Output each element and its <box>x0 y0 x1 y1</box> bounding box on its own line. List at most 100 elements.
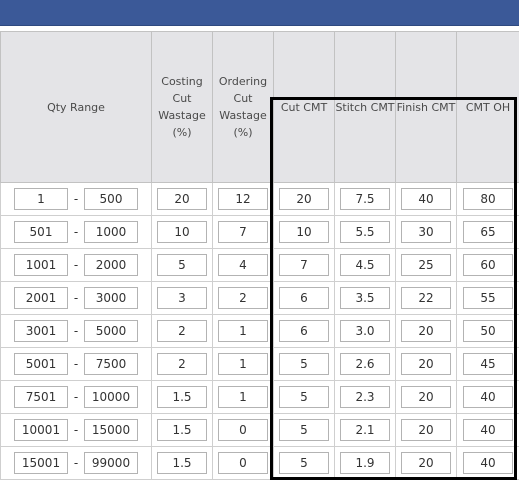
stitch-cmt-input[interactable]: 2.3 <box>340 386 390 408</box>
range-separator: - <box>73 456 79 470</box>
table-row: 7501-10000 1.5 1 5 2.3 20 40 <box>0 380 519 414</box>
range-separator: - <box>73 258 79 272</box>
cmt-oh-input[interactable]: 80 <box>463 188 513 210</box>
cut-cmt-input[interactable]: 5 <box>279 353 329 375</box>
costing-cut-wastage-input[interactable]: 1.5 <box>157 452 207 474</box>
ordering-cut-wastage-input[interactable]: 7 <box>218 221 268 243</box>
stitch-cmt-input[interactable]: 5.5 <box>340 221 390 243</box>
qty-to-input[interactable]: 3000 <box>84 287 138 309</box>
finish-cmt-input[interactable]: 20 <box>401 353 451 375</box>
qty-to-input[interactable]: 2000 <box>84 254 138 276</box>
costing-cut-wastage-input[interactable]: 5 <box>157 254 207 276</box>
ordering-cut-wastage-input[interactable]: 1 <box>218 353 268 375</box>
range-separator: - <box>73 192 79 206</box>
cmt-oh-input[interactable]: 40 <box>463 419 513 441</box>
costing-cut-wastage-input[interactable]: 2 <box>157 353 207 375</box>
finish-cmt-input[interactable]: 20 <box>401 386 451 408</box>
qty-to-input[interactable]: 1000 <box>84 221 138 243</box>
costing-cut-wastage-input[interactable]: 3 <box>157 287 207 309</box>
ordering-cell: 2 <box>212 281 274 315</box>
ordering-cell: 1 <box>212 380 274 414</box>
cmt-oh-cell: 40 <box>456 446 519 480</box>
finish-cmt-input[interactable]: 25 <box>401 254 451 276</box>
cut-cmt-cell: 5 <box>273 347 335 381</box>
cut-cmt-input[interactable]: 7 <box>279 254 329 276</box>
cut-cmt-input[interactable]: 20 <box>279 188 329 210</box>
qty-to-input[interactable]: 7500 <box>84 353 138 375</box>
cmt-oh-input[interactable]: 60 <box>463 254 513 276</box>
cut-cmt-cell: 5 <box>273 413 335 447</box>
costing-cut-wastage-input[interactable]: 1.5 <box>157 419 207 441</box>
finish-cmt-input[interactable]: 20 <box>401 419 451 441</box>
qty-from-input[interactable]: 7501 <box>14 386 68 408</box>
qty-range-cell: 7501-10000 <box>0 380 152 414</box>
costing-cell: 20 <box>151 182 213 216</box>
table-row: 10001-15000 1.5 0 5 2.1 20 40 <box>0 413 519 447</box>
range-separator: - <box>73 423 79 437</box>
costing-cut-wastage-input[interactable]: 2 <box>157 320 207 342</box>
qty-from-input[interactable]: 3001 <box>14 320 68 342</box>
cmt-oh-cell: 60 <box>456 248 519 282</box>
ordering-cut-wastage-input[interactable]: 0 <box>218 452 268 474</box>
finish-cmt-input[interactable]: 22 <box>401 287 451 309</box>
finish-cmt-cell: 30 <box>395 215 457 249</box>
stitch-cmt-input[interactable]: 7.5 <box>340 188 390 210</box>
ordering-cut-wastage-input[interactable]: 1 <box>218 320 268 342</box>
cut-cmt-input[interactable]: 6 <box>279 320 329 342</box>
qty-to-input[interactable]: 500 <box>84 188 138 210</box>
ordering-cut-wastage-input[interactable]: 0 <box>218 419 268 441</box>
ordering-cut-wastage-input[interactable]: 12 <box>218 188 268 210</box>
ordering-cut-wastage-input[interactable]: 4 <box>218 254 268 276</box>
header-ordering-line-3: Wastage <box>219 109 267 122</box>
stitch-cmt-input[interactable]: 1.9 <box>340 452 390 474</box>
finish-cmt-cell: 20 <box>395 347 457 381</box>
header-costing-line-3: Wastage <box>158 109 206 122</box>
stitch-cmt-input[interactable]: 3.0 <box>340 320 390 342</box>
finish-cmt-input[interactable]: 30 <box>401 221 451 243</box>
stitch-cmt-input[interactable]: 3.5 <box>340 287 390 309</box>
stitch-cmt-cell: 2.1 <box>334 413 396 447</box>
header-stitch-cmt: Stitch CMT <box>334 31 396 183</box>
qty-range-cell: 5001-7500 <box>0 347 152 381</box>
qty-from-input[interactable]: 10001 <box>14 419 68 441</box>
qty-to-input[interactable]: 10000 <box>84 386 138 408</box>
header-qty-range: Qty Range <box>0 31 152 183</box>
qty-to-input[interactable]: 99000 <box>84 452 138 474</box>
cmt-rate-table: Qty Range Costing Cut Wastage (%) Orderi… <box>0 31 519 480</box>
finish-cmt-input[interactable]: 20 <box>401 452 451 474</box>
cut-cmt-input[interactable]: 5 <box>279 419 329 441</box>
qty-from-input[interactable]: 15001 <box>14 452 68 474</box>
ordering-cut-wastage-input[interactable]: 1 <box>218 386 268 408</box>
costing-cut-wastage-input[interactable]: 10 <box>157 221 207 243</box>
qty-to-input[interactable]: 5000 <box>84 320 138 342</box>
costing-cut-wastage-input[interactable]: 20 <box>157 188 207 210</box>
costing-cell: 2 <box>151 347 213 381</box>
cut-cmt-input[interactable]: 10 <box>279 221 329 243</box>
cut-cmt-input[interactable]: 6 <box>279 287 329 309</box>
cmt-oh-input[interactable]: 65 <box>463 221 513 243</box>
qty-from-input[interactable]: 1 <box>14 188 68 210</box>
finish-cmt-input[interactable]: 40 <box>401 188 451 210</box>
qty-to-input[interactable]: 15000 <box>84 419 138 441</box>
qty-from-input[interactable]: 2001 <box>14 287 68 309</box>
cmt-oh-input[interactable]: 40 <box>463 386 513 408</box>
ordering-cut-wastage-input[interactable]: 2 <box>218 287 268 309</box>
costing-cut-wastage-input[interactable]: 1.5 <box>157 386 207 408</box>
cut-cmt-input[interactable]: 5 <box>279 386 329 408</box>
qty-from-input[interactable]: 501 <box>14 221 68 243</box>
cmt-oh-input[interactable]: 50 <box>463 320 513 342</box>
cut-cmt-cell: 5 <box>273 380 335 414</box>
cut-cmt-input[interactable]: 5 <box>279 452 329 474</box>
header-finish-cmt: Finish CMT <box>395 31 457 183</box>
qty-from-input[interactable]: 5001 <box>14 353 68 375</box>
table-row: 1-500 20 12 20 7.5 40 80 <box>0 182 519 216</box>
cmt-oh-input[interactable]: 55 <box>463 287 513 309</box>
stitch-cmt-input[interactable]: 4.5 <box>340 254 390 276</box>
stitch-cmt-input[interactable]: 2.6 <box>340 353 390 375</box>
qty-from-input[interactable]: 1001 <box>14 254 68 276</box>
finish-cmt-input[interactable]: 20 <box>401 320 451 342</box>
cmt-oh-input[interactable]: 40 <box>463 452 513 474</box>
cmt-oh-input[interactable]: 45 <box>463 353 513 375</box>
cmt-oh-cell: 45 <box>456 347 519 381</box>
stitch-cmt-input[interactable]: 2.1 <box>340 419 390 441</box>
